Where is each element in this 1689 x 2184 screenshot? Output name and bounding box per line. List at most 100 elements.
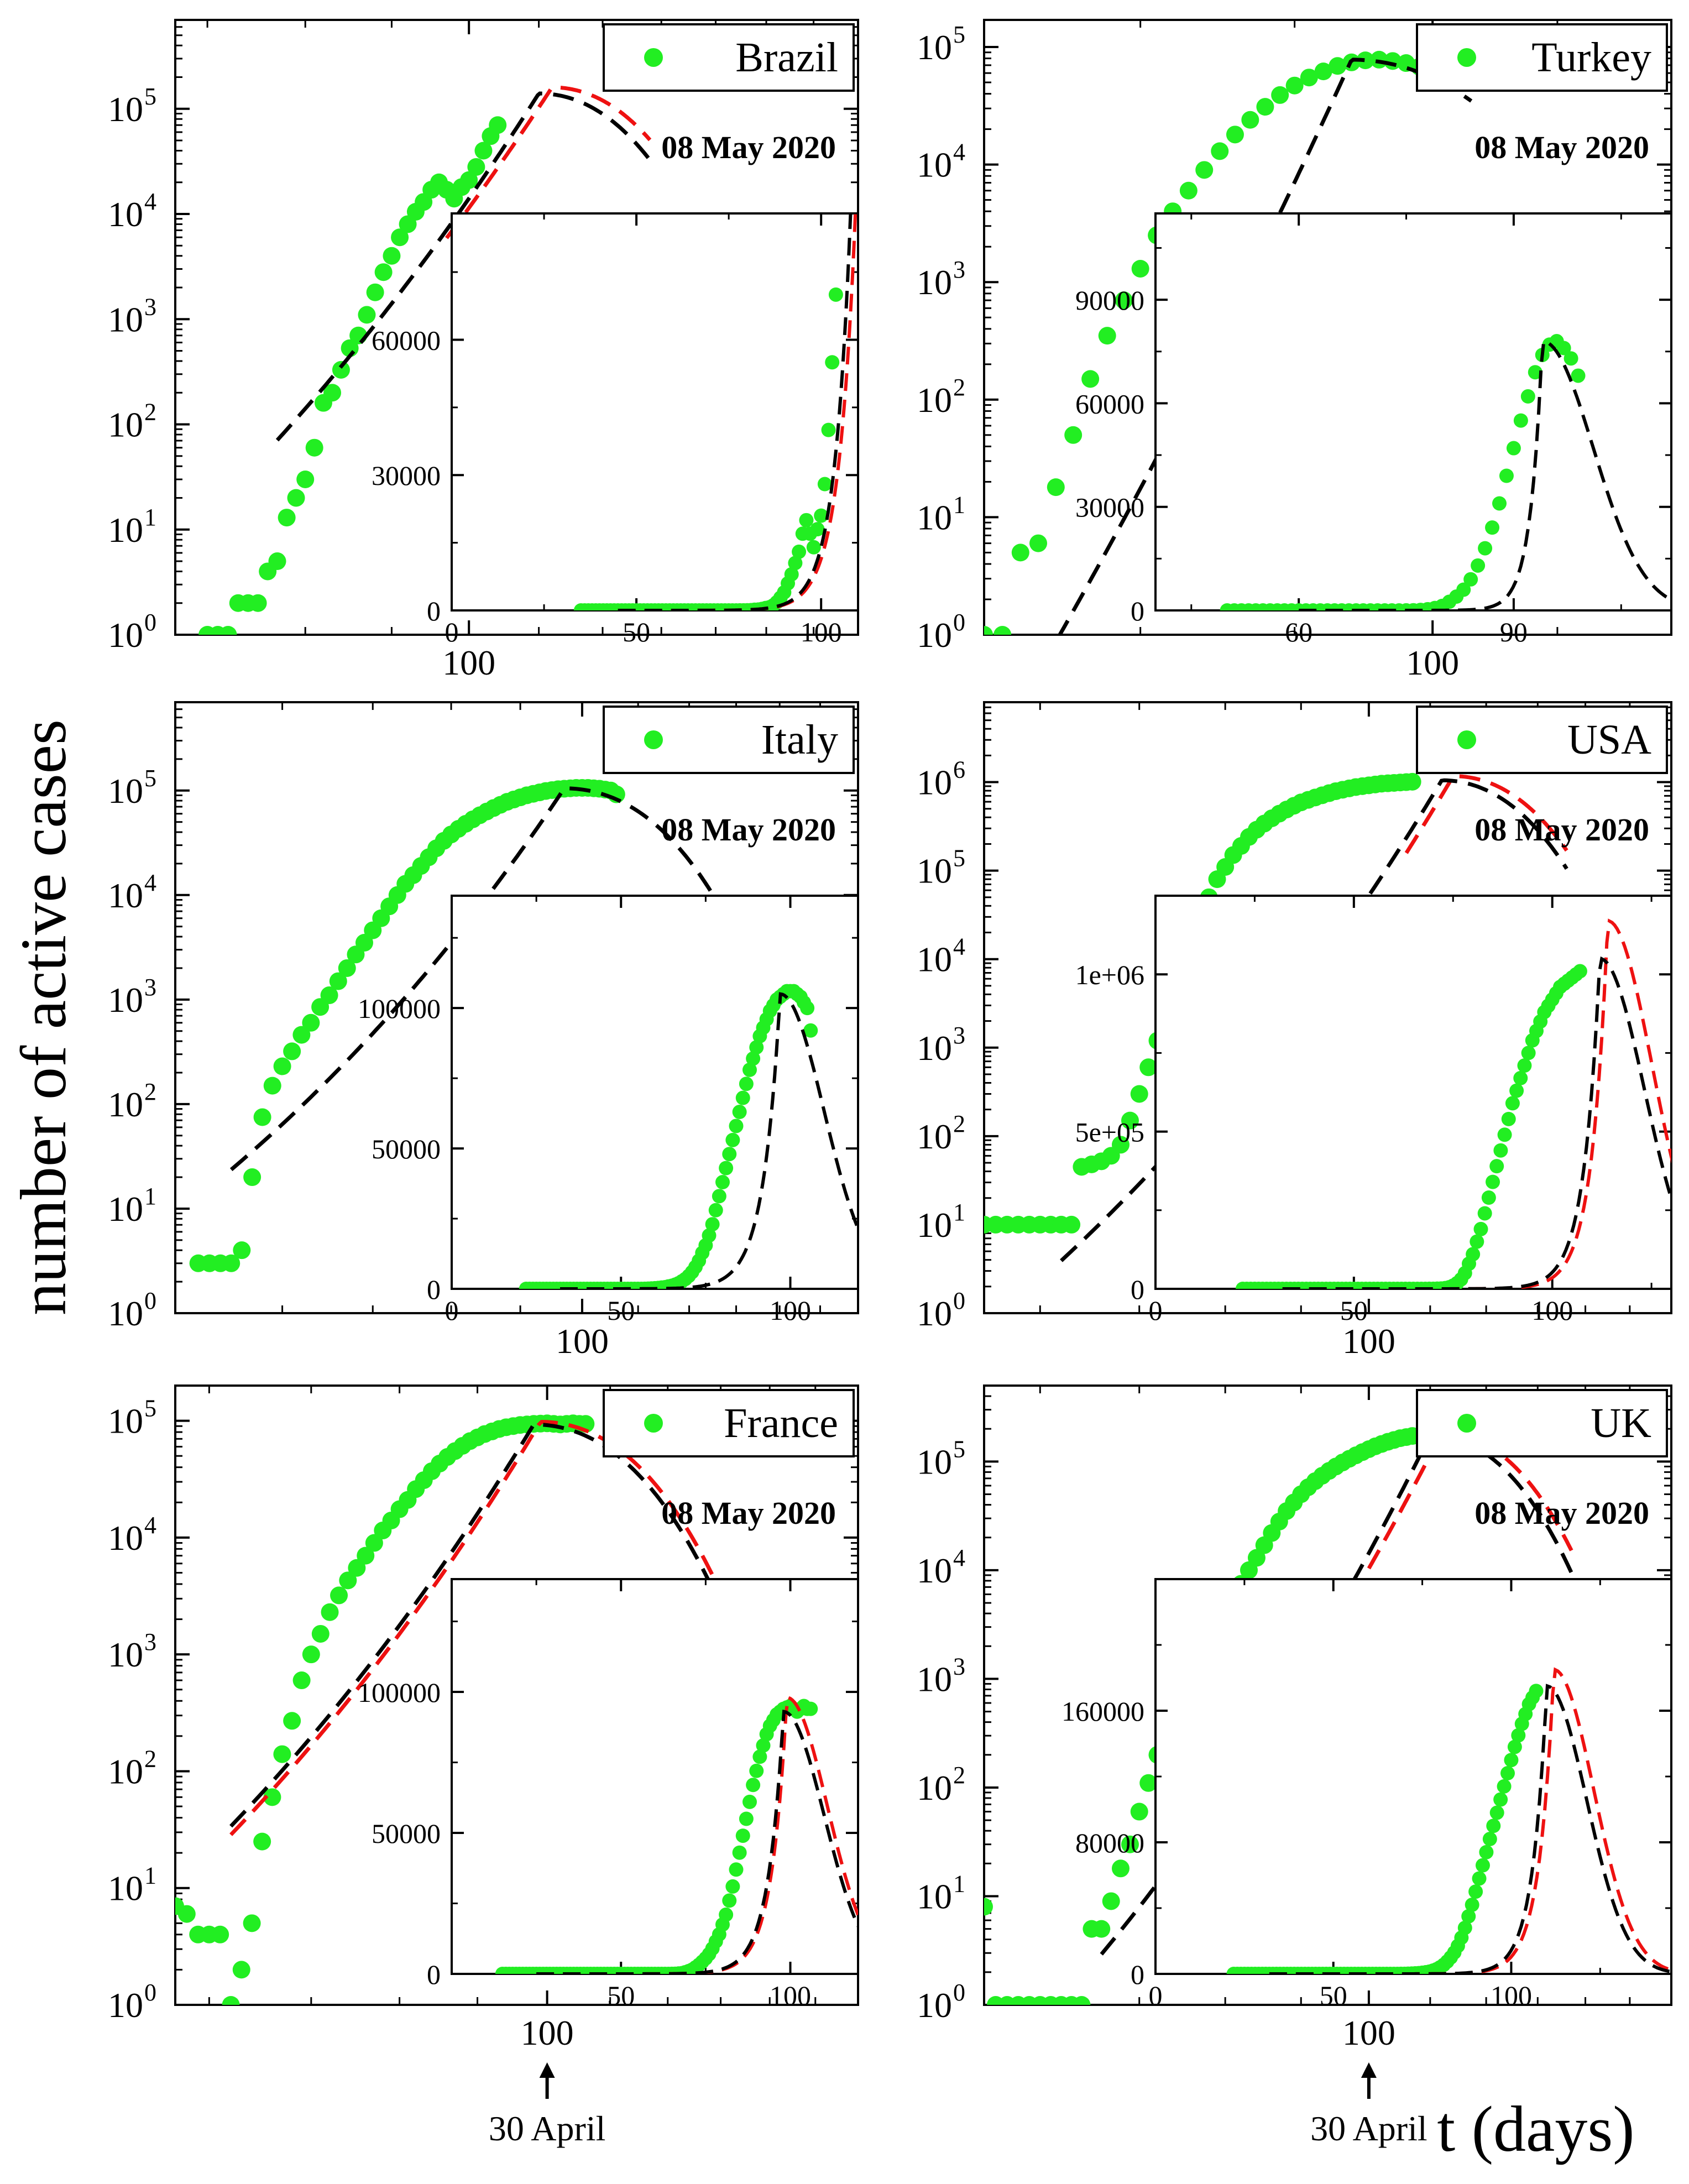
y-tick-label: 10 (917, 1294, 952, 1333)
inset-data-point (739, 1811, 754, 1826)
date-label: 08 May 2020 (1474, 129, 1649, 165)
inset-fit-curve-black (1282, 956, 1671, 1289)
inset-data-point (825, 355, 840, 370)
inset-data-point (1556, 341, 1571, 356)
inset-data-point (821, 422, 836, 437)
y-tick-label: 10 (917, 263, 952, 302)
inset-y-tick-label: 0 (427, 1274, 441, 1305)
date-label: 08 May 2020 (661, 129, 836, 165)
inset-data-point (1475, 1858, 1490, 1873)
inset-data-point (1513, 413, 1528, 428)
y-tick-exponent: 1 (953, 1870, 965, 1897)
y-tick-label: 10 (108, 1402, 143, 1441)
inset-data-point (1506, 441, 1521, 456)
y-tick-label: 10 (108, 1869, 143, 1908)
inset-data-point (1513, 1070, 1528, 1085)
data-point (263, 1788, 281, 1806)
x-tick-label: 100 (556, 1321, 609, 1361)
inset-x-tick-label: 60 (1285, 616, 1312, 647)
inset-frame (451, 212, 859, 612)
x-tick-label: 100 (442, 643, 495, 682)
inset-frame (1154, 895, 1672, 1290)
data-point (278, 509, 296, 527)
data-point (1314, 62, 1332, 81)
data-point (1195, 161, 1214, 179)
inset-plot-area (573, 213, 857, 610)
data-point (292, 1026, 311, 1044)
date-label: 08 May 2020 (661, 1495, 836, 1531)
inset-y-tick-label: 50000 (372, 1818, 441, 1849)
data-point (1102, 1892, 1120, 1910)
data-point (365, 1534, 383, 1552)
x-axis-title: t (days) (1437, 2093, 1634, 2165)
inset-y-tick-label: 0 (427, 595, 441, 626)
y-tick-exponent: 1 (953, 491, 965, 518)
inset-data-point (719, 1907, 734, 1922)
data-point (1121, 1835, 1139, 1853)
data-point (273, 1057, 291, 1075)
inset-data-point (810, 522, 825, 537)
date-label: 08 May 2020 (1474, 1495, 1649, 1531)
y-tick-exponent: 3 (953, 256, 965, 283)
inset-data-point (1499, 468, 1514, 483)
inset-y-tick-label: 90000 (1075, 285, 1144, 316)
y-tick-exponent: 2 (144, 1078, 156, 1105)
inset-data-point (749, 1763, 764, 1778)
data-point (1329, 57, 1347, 75)
inset-data-point (732, 1105, 747, 1120)
data-point (467, 158, 485, 176)
data-point (243, 1168, 262, 1187)
inset-data-point (1493, 1143, 1508, 1158)
y-tick-label: 10 (917, 940, 952, 979)
x-tick-label: 100 (1406, 643, 1459, 682)
data-point (1081, 370, 1100, 388)
inset-x-tick-label: 50 (623, 616, 650, 647)
y-tick-label: 10 (917, 851, 952, 891)
inset-data-point (806, 540, 821, 555)
data-point (1226, 126, 1244, 144)
inset-frame (451, 895, 859, 1290)
y-tick-label: 10 (108, 195, 143, 234)
data-point (1111, 1859, 1130, 1878)
legend-marker (1457, 48, 1476, 67)
inset-fit-curve-red (1269, 1667, 1671, 1974)
inset-y-tick-label: 60000 (372, 325, 441, 356)
inset-y-tick-label: 0 (1131, 1959, 1144, 1990)
inset-data-point (1493, 1792, 1508, 1807)
data-point (249, 594, 267, 612)
y-tick-label: 10 (108, 1294, 143, 1333)
data-point (339, 1571, 357, 1590)
inset-x-tick-label: 50 (607, 1980, 635, 2011)
y-tick-exponent: 4 (953, 1544, 965, 1571)
inset-data-point (708, 1203, 723, 1218)
y-tick-exponent: 0 (144, 1287, 156, 1314)
y-tick-label: 10 (108, 771, 143, 811)
data-point (222, 1996, 240, 2005)
inset-data-point (788, 556, 803, 571)
legend-marker (644, 48, 663, 67)
inset-data-point (817, 477, 832, 492)
inset-x-tick-label: 90 (1500, 616, 1528, 647)
data-point (1047, 478, 1065, 497)
april-arrow-head (1361, 2062, 1377, 2078)
inset-data-point (1571, 368, 1586, 383)
arrow-label: 30 April (1310, 2109, 1427, 2148)
y-tick-exponent: 5 (144, 765, 156, 792)
y-axis-title: number of active cases (7, 719, 80, 1315)
fit-curve-black (275, 91, 652, 442)
data-point (984, 626, 993, 635)
inset-x-tick-label: 100 (1491, 1980, 1532, 2011)
y-tick-exponent: 4 (953, 139, 965, 166)
inset-frame (1154, 212, 1672, 612)
data-point (355, 934, 373, 952)
data-point (305, 438, 323, 457)
inset-data-point (756, 1738, 771, 1753)
data-point (374, 263, 393, 281)
inset-y-tick-label: 100000 (358, 1677, 441, 1708)
inset-data-point (1489, 1805, 1504, 1820)
main-plot-area (175, 1414, 733, 2005)
